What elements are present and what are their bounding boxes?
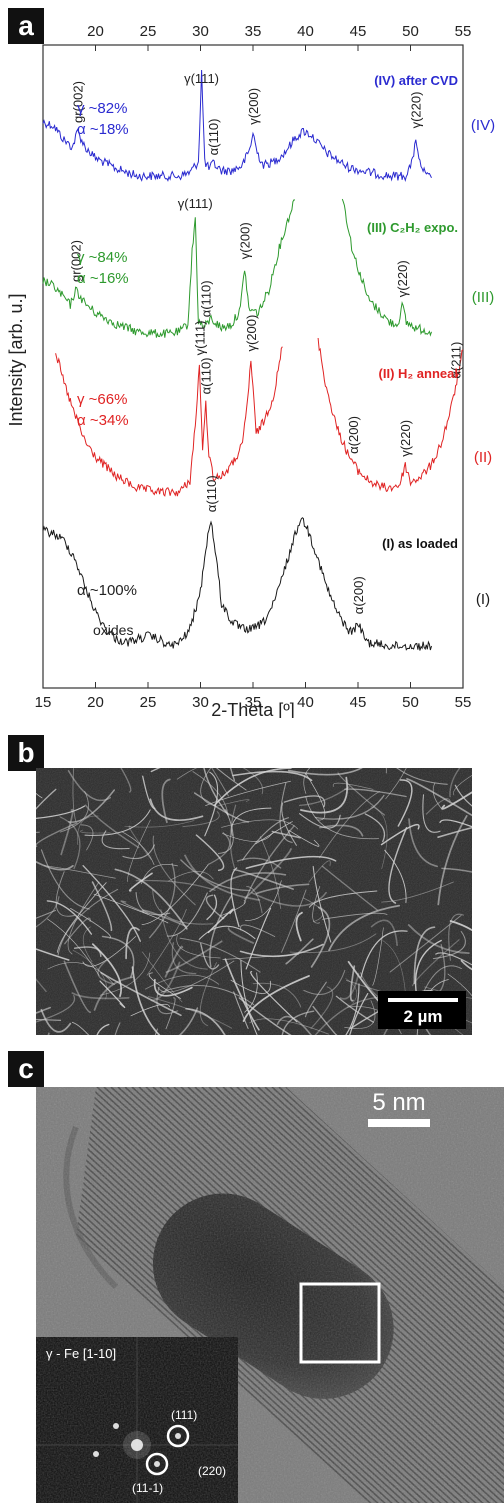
peak-label: gr(002) bbox=[71, 81, 86, 123]
fft-spot-11-1-label: (11-1) bbox=[132, 1481, 163, 1495]
peak-label: γ(200) bbox=[244, 315, 259, 352]
x-tick-label: 25 bbox=[140, 694, 157, 711]
fft-spot-11-1-ring bbox=[145, 1452, 169, 1476]
peak-label: α(110) bbox=[204, 475, 219, 512]
phase-fraction: α ~34% bbox=[77, 412, 129, 429]
peak-label: α(110) bbox=[206, 118, 221, 155]
x-tick-label: 30 bbox=[192, 694, 209, 711]
x-tick-label: 40 bbox=[297, 694, 314, 711]
y-axis-label: Intensity [arb. u.] bbox=[6, 293, 26, 426]
peak-label: γ(111) bbox=[178, 196, 213, 211]
x-tick-label: 50 bbox=[402, 694, 419, 711]
x-tick-label: 15 bbox=[35, 694, 52, 711]
x-axis-label: 2-Theta [º] bbox=[211, 700, 295, 718]
series-name: (I) as loaded bbox=[382, 536, 458, 551]
peak-label: α(200) bbox=[351, 576, 366, 614]
series-roman-label: (I) bbox=[476, 591, 490, 608]
peak-label: γ(220) bbox=[395, 260, 410, 297]
series-roman-label: (II) bbox=[474, 449, 492, 466]
fft-title: γ - Fe [1-10] bbox=[46, 1346, 116, 1361]
phase-fraction: α ~100% bbox=[77, 582, 137, 599]
sem-scalebar bbox=[388, 998, 458, 1002]
trace-series-3 bbox=[42, 517, 432, 651]
x-tick-label-top: 35 bbox=[245, 23, 262, 40]
trace-series-0 bbox=[42, 69, 432, 182]
peak-label: γ(111) bbox=[192, 320, 207, 355]
x-tick-label-top: 20 bbox=[87, 23, 104, 40]
peak-label: γ(111) bbox=[184, 71, 219, 86]
x-tick-label-top: 40 bbox=[297, 23, 314, 40]
x-tick-label: 20 bbox=[87, 694, 104, 711]
panel-a-letter: a bbox=[8, 8, 44, 44]
trace-series-2 bbox=[55, 346, 283, 497]
trace-series-2 bbox=[317, 337, 464, 493]
series-name: (II) H₂ anneal bbox=[379, 366, 458, 381]
xrd-chart: 15 20 25 30 35 40 45 50 55 20 25 30 35 40 45 50 55 gr(0… bbox=[6, 23, 495, 718]
x-tick-label-top: 45 bbox=[350, 23, 367, 40]
panel-b-letter: b bbox=[8, 735, 44, 771]
oxides-annotation: oxides bbox=[93, 622, 133, 638]
fft-selection-box bbox=[299, 1282, 381, 1364]
x-tick-label: 35 bbox=[245, 694, 262, 711]
peak-label: γ(200) bbox=[238, 222, 253, 259]
phase-fraction: γ ~66% bbox=[77, 391, 127, 408]
tem-image: 5 nm γ - Fe [1-10] (111) (11-1) (220) bbox=[36, 1087, 504, 1503]
peak-label: α(110) bbox=[199, 357, 214, 394]
tem-scalebar bbox=[368, 1119, 430, 1127]
phase-fraction: γ ~84% bbox=[77, 249, 127, 266]
peak-label: γ(200) bbox=[246, 88, 261, 125]
phase-fraction: γ ~82% bbox=[77, 100, 127, 117]
sem-scalebar-box bbox=[378, 991, 466, 1029]
tem-scalebar-label: 5 nm bbox=[372, 1089, 425, 1116]
x-tick-label-top: 25 bbox=[140, 23, 157, 40]
peak-label: γ(220) bbox=[398, 420, 413, 457]
phase-fraction: α ~16% bbox=[77, 270, 129, 287]
peak-label: α(211) bbox=[449, 342, 464, 379]
fft-spot-220-label: (220) bbox=[198, 1464, 226, 1478]
x-tick-label-top: 50 bbox=[402, 23, 419, 40]
x-tick-label-top: 55 bbox=[455, 23, 472, 40]
sem-image: 2 µm bbox=[36, 768, 472, 1035]
peak-label: α(110) bbox=[199, 280, 214, 317]
fft-spot-111-label: (111) bbox=[171, 1408, 197, 1422]
x-tick-label: 55 bbox=[455, 694, 472, 711]
x-tick-label-top: 30 bbox=[192, 23, 209, 40]
series-name: (IV) after CVD bbox=[374, 73, 458, 88]
trace-series-1 bbox=[42, 199, 296, 338]
sem-scalebar-label: 2 µm bbox=[403, 1007, 442, 1026]
fft-inset: γ - Fe [1-10] (111) (11-1) (220) bbox=[36, 1337, 238, 1503]
series-name: (III) C₂H₂ expo. bbox=[367, 220, 458, 235]
panel-c-letter: c bbox=[8, 1051, 44, 1087]
x-tick-label: 45 bbox=[350, 694, 367, 711]
series-roman-label: (III) bbox=[472, 289, 495, 306]
peak-label: gr(002) bbox=[69, 240, 84, 282]
trace-series-1 bbox=[341, 198, 432, 337]
peak-label: α(200) bbox=[346, 416, 361, 454]
peak-label: γ(220) bbox=[409, 92, 424, 129]
series-roman-label: (IV) bbox=[471, 117, 495, 134]
fft-spot-111-ring bbox=[166, 1424, 190, 1448]
phase-fraction: α ~18% bbox=[77, 121, 129, 138]
